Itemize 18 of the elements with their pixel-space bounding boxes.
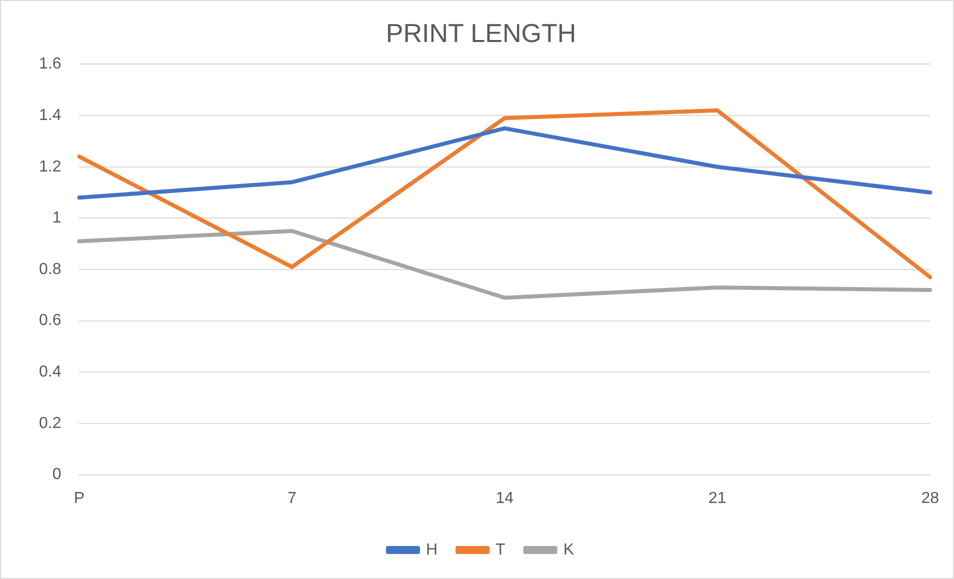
y-tick-label: 1.2 — [38, 158, 62, 176]
x-tick-label: 7 — [288, 490, 297, 507]
y-tick-label: 0.8 — [38, 260, 62, 278]
x-tick-label: 21 — [708, 490, 726, 507]
legend-label: H — [426, 541, 438, 558]
x-tick-label: P — [74, 490, 85, 507]
legend-label: K — [563, 541, 574, 558]
chart-title: PRINT LENGTH — [386, 18, 576, 48]
legend-label: T — [496, 541, 506, 558]
y-tick-label: 0.6 — [38, 312, 62, 330]
x-tick-label: 14 — [496, 490, 514, 507]
y-tick-label: 0.2 — [38, 414, 62, 432]
x-tick-label: 28 — [921, 490, 940, 507]
y-tick-label: 1 — [52, 210, 62, 227]
y-tick-label: 1.4 — [38, 106, 62, 124]
y-tick-label: 0.4 — [38, 364, 62, 381]
y-tick-label: 0 — [52, 466, 62, 484]
y-tick-label: 1.6 — [38, 56, 62, 73]
